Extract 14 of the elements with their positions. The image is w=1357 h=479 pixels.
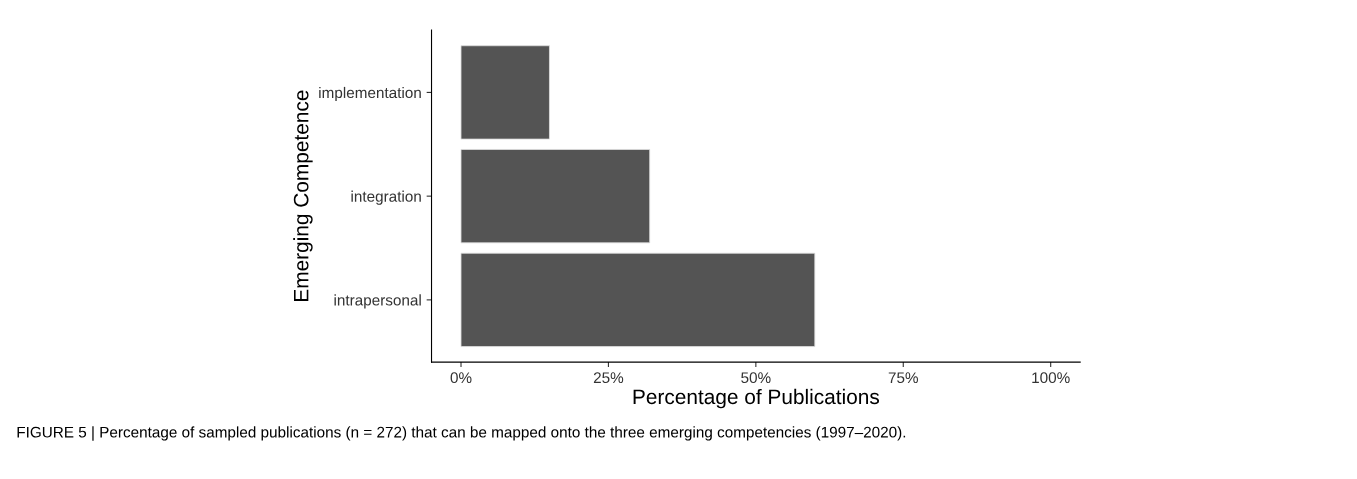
- y-tick-label: intrapersonal: [334, 294, 421, 309]
- x-tick-label: 100%: [1032, 372, 1070, 384]
- caption: FIGURE 5 | Percentage of sampled publications (n = 272) that can be mapped onto the three emerging competencies (1997–2020).: [17, 426, 906, 441]
- y-tick-label: integration: [351, 190, 421, 205]
- x-tick-label: 0%: [450, 372, 472, 384]
- y-axis-title: Emerging Competence: [293, 90, 313, 301]
- bar: [460, 149, 651, 244]
- x-tick-label: 25%: [593, 372, 624, 384]
- x-tick-label: 75%: [888, 372, 919, 384]
- bar: [460, 252, 816, 347]
- y-tick-label: implementation: [319, 86, 421, 102]
- bar: [460, 45, 550, 140]
- x-axis-title: Percentage of Publications: [633, 388, 880, 409]
- x-tick-label: 50%: [741, 372, 771, 384]
